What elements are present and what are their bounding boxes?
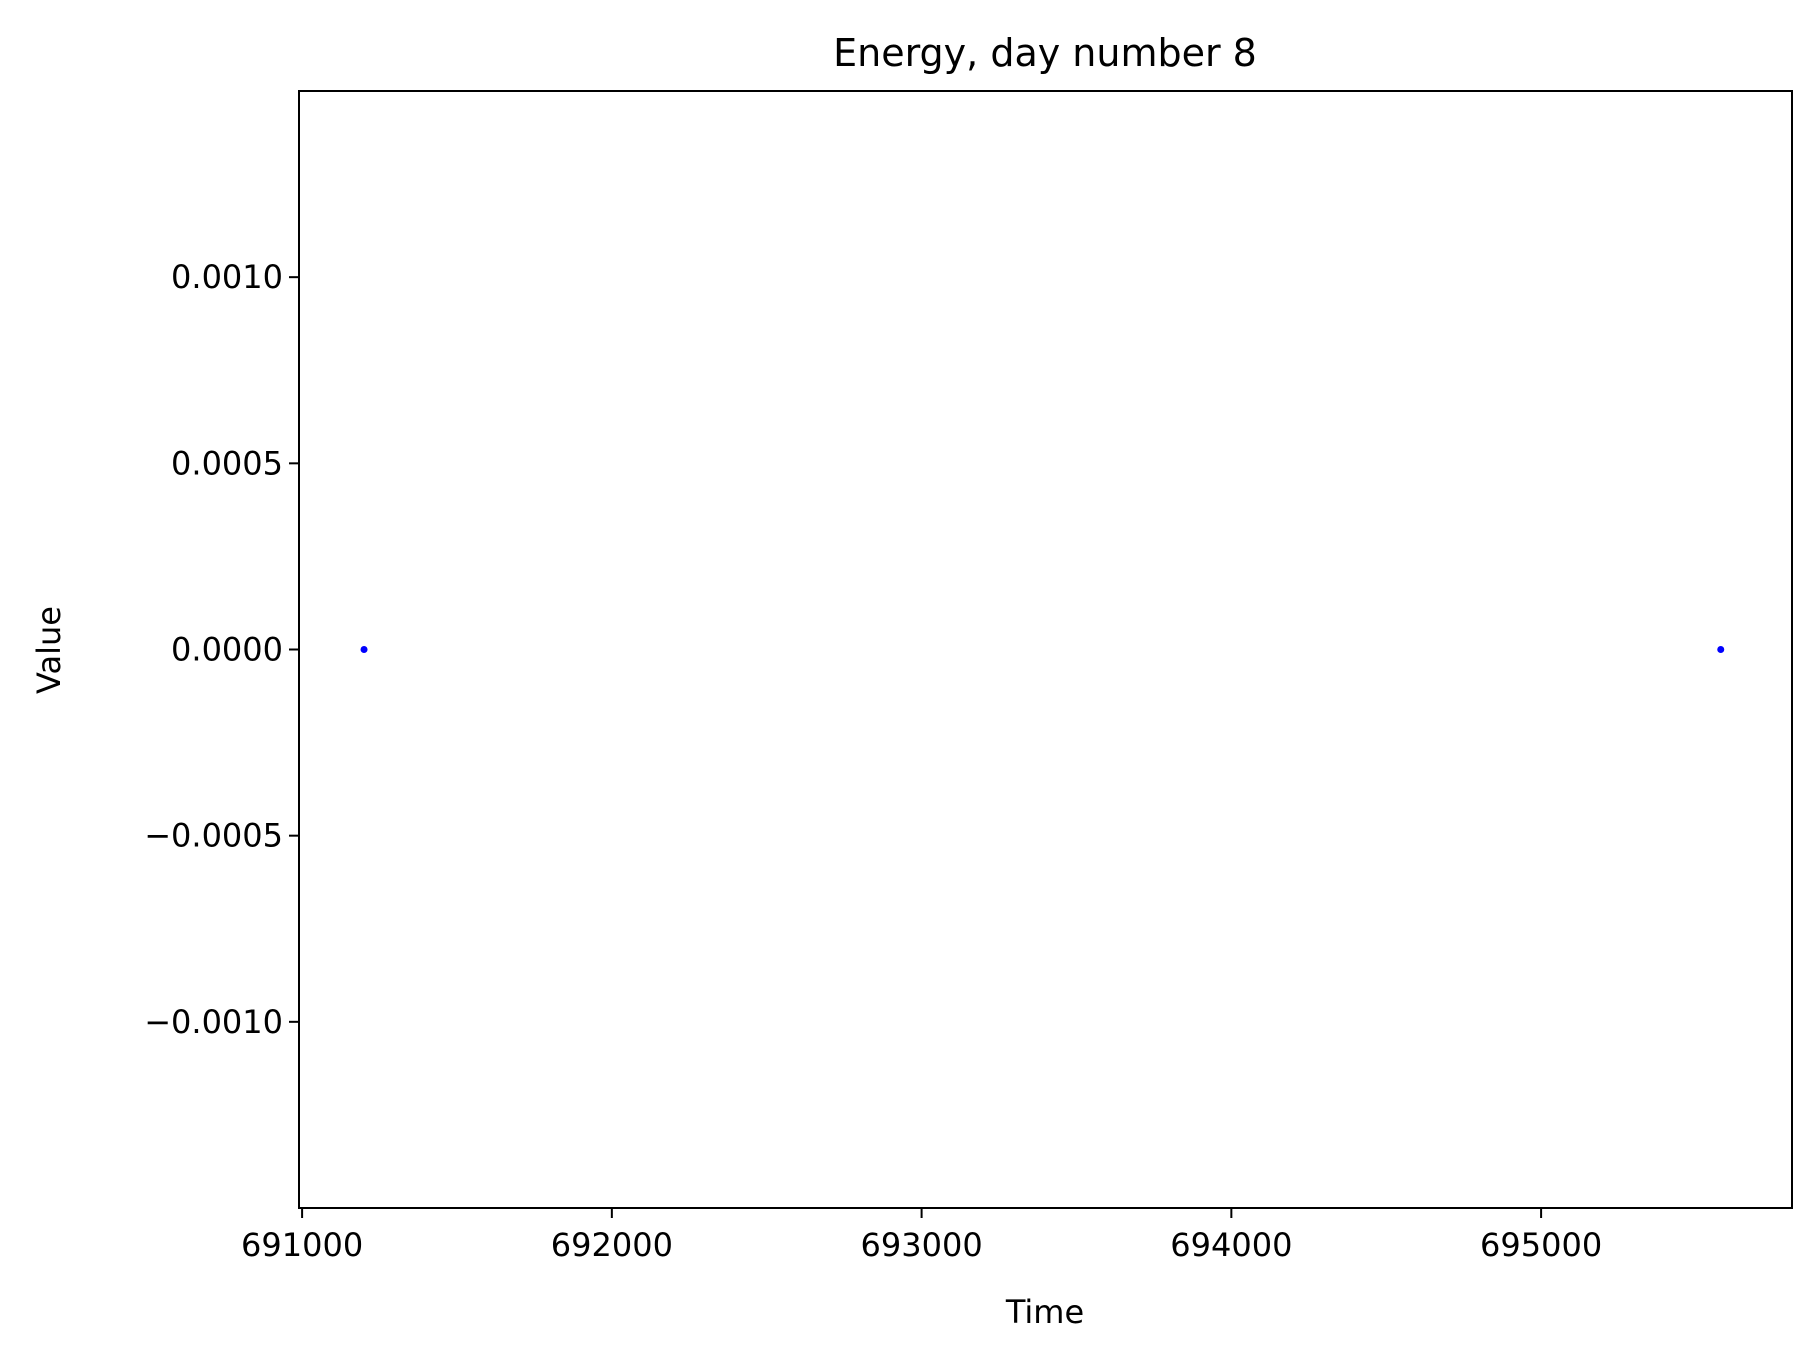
y-tick-label: −0.0010 xyxy=(144,1003,283,1041)
y-axis: −0.0010 −0.0005 0.0000 0.0005 0.0010 xyxy=(144,258,299,1041)
x-axis-label: Time xyxy=(1005,1293,1084,1331)
x-tick-label: 695000 xyxy=(1480,1226,1602,1264)
x-axis: 691000 692000 693000 694000 695000 xyxy=(241,1208,1602,1264)
y-tick-label: 0.0005 xyxy=(171,444,283,482)
x-tick-label: 694000 xyxy=(1170,1226,1292,1264)
data-point xyxy=(360,646,368,653)
x-tick-label: 692000 xyxy=(551,1226,673,1264)
data-points xyxy=(360,646,1725,653)
x-tick-label: 693000 xyxy=(861,1226,983,1264)
chart-title: Energy, day number 8 xyxy=(833,31,1257,75)
y-tick-label: −0.0005 xyxy=(144,817,283,855)
y-axis-label: Value xyxy=(30,606,68,694)
data-point xyxy=(1717,646,1725,653)
x-tick-label: 691000 xyxy=(241,1226,363,1264)
y-tick-label: 0.0000 xyxy=(171,631,283,669)
plot-area xyxy=(298,90,1793,1209)
y-tick-label: 0.0010 xyxy=(171,258,283,296)
